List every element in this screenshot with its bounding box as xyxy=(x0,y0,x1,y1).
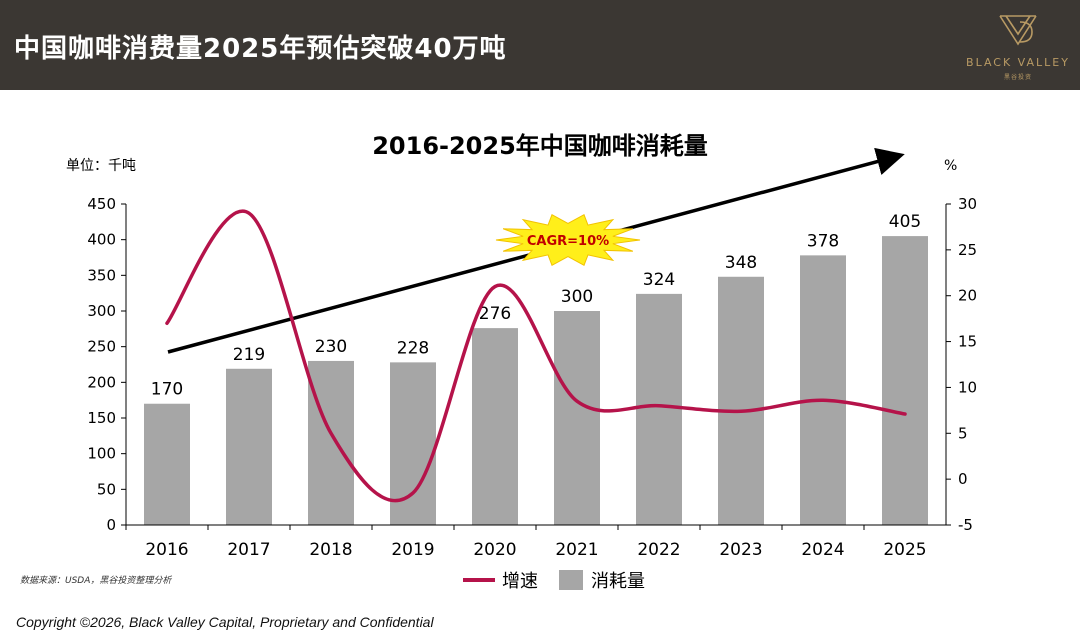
bar-2021 xyxy=(554,311,600,525)
legend-label: 增速 xyxy=(502,571,538,592)
right-axis-unit: % xyxy=(944,158,957,174)
right-tick-label: -5 xyxy=(958,516,973,534)
right-tick-label: 10 xyxy=(958,378,977,396)
bar-value-label: 276 xyxy=(479,304,511,324)
header-bar: 中国咖啡消费量2025年预估突破40万吨 BLACK VALLEY 黑谷投资 xyxy=(0,0,1080,90)
legend-label: 消耗量 xyxy=(591,571,645,592)
source-note: 数据来源：USDA，黑谷投资整理分析 xyxy=(20,575,172,586)
x-tick-label: 2023 xyxy=(719,540,762,560)
left-tick-label: 250 xyxy=(87,338,116,356)
left-tick-label: 400 xyxy=(87,231,116,249)
bar-2022 xyxy=(636,293,682,525)
left-tick-label: 150 xyxy=(87,409,116,427)
x-tick-label: 2017 xyxy=(227,540,270,560)
left-tick-label: 350 xyxy=(87,266,116,284)
x-tick-label: 2022 xyxy=(637,540,680,560)
axes-group: 050100150200250300350400450-505101520253… xyxy=(87,195,977,560)
cagr-label: CAGR=10% xyxy=(527,234,609,249)
logo-subtext: 黑谷投资 xyxy=(1003,74,1032,81)
bar-2018 xyxy=(308,360,354,525)
bars-group: 170 219 230 228 276 300 324 348 378 405 xyxy=(144,212,928,526)
left-tick-label: 450 xyxy=(87,195,116,213)
right-tick-label: 25 xyxy=(958,241,977,259)
left-tick-label: 100 xyxy=(87,445,116,463)
right-tick-label: 0 xyxy=(958,470,968,488)
consumption-chart: 2016-2025年中国咖啡消耗量 单位：千吨 % 170 219 230 228 27… xyxy=(20,132,977,592)
left-tick-label: 50 xyxy=(97,480,116,498)
x-tick-label: 2021 xyxy=(555,540,598,560)
left-axis-unit: 单位：千吨 xyxy=(66,158,136,174)
chart-title: 2016-2025年中国咖啡消耗量 xyxy=(372,132,708,160)
right-tick-label: 15 xyxy=(958,333,977,351)
bar-value-label: 378 xyxy=(807,231,839,251)
bar-2025 xyxy=(882,236,928,525)
x-tick-label: 2016 xyxy=(145,540,188,560)
page-title: 中国咖啡消费量2025年预估突破40万吨 xyxy=(14,34,507,64)
bar-value-label: 230 xyxy=(315,337,347,357)
left-tick-label: 300 xyxy=(87,302,116,320)
copyright-footer: Copyright ©2026, Black Valley Capital, P… xyxy=(16,614,434,630)
bar-2019 xyxy=(390,362,436,525)
black-valley-logo: BLACK VALLEY 黑谷投资 xyxy=(960,10,1076,88)
right-tick-label: 5 xyxy=(958,424,968,442)
growth-line-group xyxy=(165,209,907,503)
bar-2024 xyxy=(800,255,846,526)
cagr-callout: CAGR=10% xyxy=(495,214,641,266)
bar-value-label: 348 xyxy=(725,253,757,273)
left-tick-label: 0 xyxy=(106,516,116,534)
logo-text: BLACK VALLEY xyxy=(966,56,1070,69)
legend: 增速 消耗量 xyxy=(463,570,645,592)
bar-2016 xyxy=(144,403,190,525)
bar-value-label: 228 xyxy=(397,338,429,358)
bar-value-label: 219 xyxy=(233,345,265,365)
bar-value-label: 405 xyxy=(889,212,921,232)
x-tick-label: 2019 xyxy=(391,540,434,560)
bar-value-label: 300 xyxy=(561,287,593,307)
bar-value-label: 170 xyxy=(151,380,183,400)
bar-2020 xyxy=(472,328,518,525)
x-tick-label: 2018 xyxy=(309,540,352,560)
right-tick-label: 30 xyxy=(958,195,977,213)
bar-value-label: 324 xyxy=(643,270,675,290)
bar-2023 xyxy=(718,276,764,525)
starburst-icon xyxy=(495,214,641,266)
x-tick-label: 2024 xyxy=(801,540,844,560)
logo-mark-icon xyxy=(999,15,1037,46)
x-tick-label: 2025 xyxy=(883,540,926,560)
right-tick-label: 20 xyxy=(958,287,977,305)
bar-2017 xyxy=(226,368,272,525)
chart-area: 2016-2025年中国咖啡消耗量 单位：千吨 % 170 219 230 228 27… xyxy=(0,90,1080,610)
x-tick-label: 2020 xyxy=(473,540,516,560)
legend-bar-swatch xyxy=(559,570,583,590)
left-tick-label: 200 xyxy=(87,373,116,391)
